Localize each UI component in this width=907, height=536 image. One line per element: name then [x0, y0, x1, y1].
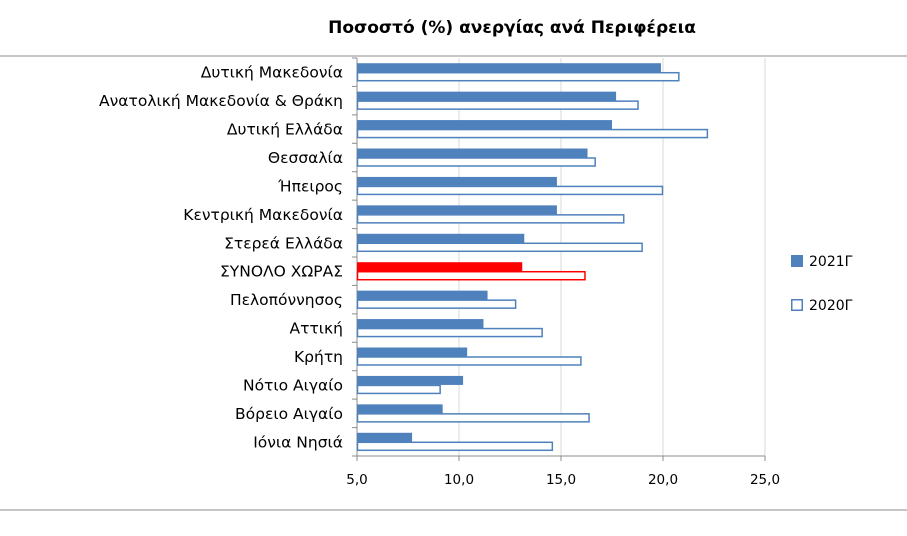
legend-swatch-2021 — [791, 255, 803, 267]
chart-title: Ποσοστό (%) ανεργίας ανά Περιφέρεια — [328, 18, 696, 38]
x-axis-ticks: 5,0 10,0 15,0 20,0 25,0 — [346, 472, 780, 488]
bar-2020 — [356, 242, 643, 253]
x-tick-label: 15,0 — [546, 472, 576, 488]
x-tick-label: 20,0 — [648, 472, 678, 488]
category-label: Βόρειο Αιγαίο — [235, 405, 343, 423]
legend-label-2021: 2021Γ — [809, 254, 853, 270]
legend-label-2020: 2020Γ — [809, 298, 853, 314]
bar-2020 — [356, 299, 517, 309]
bar-2020 — [356, 413, 590, 423]
bar-2020 — [356, 270, 586, 281]
category-label: Ήπειρος — [277, 177, 343, 195]
bar-2021 — [357, 176, 557, 186]
category-label: Αττική — [290, 320, 343, 338]
bar-2021 — [357, 63, 661, 73]
bar-2021 — [357, 148, 588, 158]
bar-2020 — [356, 384, 441, 395]
bar-2020 — [356, 100, 639, 110]
bar-2020 — [356, 356, 582, 366]
bars-layer — [356, 63, 709, 452]
category-label: Δυτική Μακεδονία — [201, 64, 343, 82]
bar-2020 — [356, 214, 625, 224]
category-label: Ιόνια Νησιά — [253, 433, 343, 451]
bar-2021 — [357, 91, 617, 101]
x-tick-label: 25,0 — [750, 472, 780, 488]
category-label: Κρήτη — [294, 348, 343, 366]
legend: 2021Γ 2020Γ — [791, 254, 853, 314]
bar-2021 — [357, 290, 488, 300]
bar-2021 — [357, 347, 468, 357]
category-label: Στερεά Ελλάδα — [224, 234, 343, 252]
bar-2020 — [356, 157, 596, 167]
bar-2021 — [357, 262, 523, 272]
category-label: ΣΥΝΟΛΟ ΧΩΡΑΣ — [220, 263, 343, 281]
bar-2021 — [357, 375, 464, 385]
bar-2021 — [357, 233, 525, 243]
category-label: Δυτική Ελλάδα — [227, 121, 343, 139]
bar-2020 — [356, 128, 709, 139]
category-label: Νότιο Αιγαίο — [243, 376, 343, 394]
x-tick-label: 5,0 — [346, 472, 367, 488]
bar-2021 — [357, 205, 557, 215]
x-tick-label: 10,0 — [444, 472, 474, 488]
bar-2020 — [356, 185, 664, 196]
legend-swatch-2020 — [791, 299, 803, 311]
category-label: Θεσσαλία — [268, 149, 343, 167]
bar-2021 — [357, 120, 612, 130]
category-label: Πελοπόννησος — [230, 291, 343, 309]
category-label: Κεντρική Μακεδονία — [183, 206, 343, 224]
category-label: Ανατολική Μακεδονία & Θράκη — [99, 92, 343, 110]
grid-layer — [352, 57, 766, 461]
bar-2020 — [356, 327, 543, 338]
bar-2020 — [356, 71, 680, 82]
bar-2021 — [357, 432, 413, 442]
bar-2021 — [357, 404, 443, 414]
category-labels: Δυτική Μακεδονία Ανατολική Μακεδονία & Θρ… — [99, 64, 343, 452]
bar-2021 — [357, 319, 484, 329]
bar-2020 — [356, 441, 554, 452]
